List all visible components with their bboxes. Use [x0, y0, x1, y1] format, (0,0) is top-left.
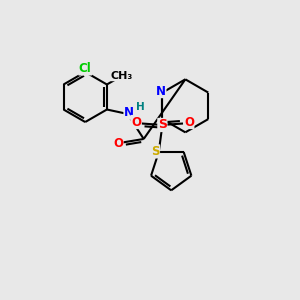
- Text: H: H: [136, 102, 145, 112]
- Text: S: S: [158, 118, 167, 131]
- Text: O: O: [131, 116, 141, 128]
- Text: O: O: [113, 137, 123, 151]
- Text: O: O: [184, 116, 194, 128]
- Text: N: N: [156, 85, 166, 98]
- Text: Cl: Cl: [79, 62, 92, 75]
- Text: S: S: [151, 145, 160, 158]
- Text: N: N: [124, 106, 134, 119]
- Text: CH₃: CH₃: [110, 71, 133, 81]
